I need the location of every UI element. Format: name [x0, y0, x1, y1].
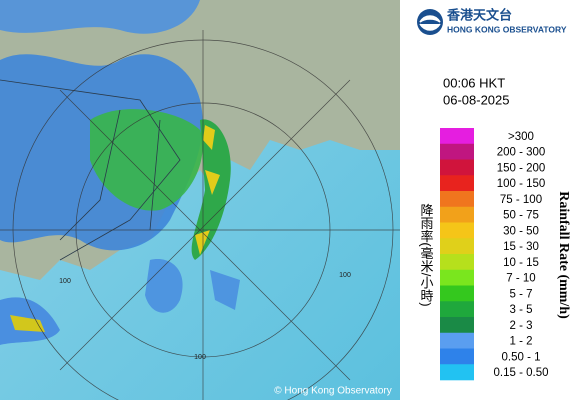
time: 00:06 HKT [443, 75, 505, 90]
rain-area [145, 259, 240, 313]
ring-label: 100 [59, 278, 71, 285]
legend-swatch [440, 206, 474, 223]
legend-swatch [440, 269, 474, 286]
legend-label: 5 - 7 [509, 288, 532, 300]
legend-label: 7 - 10 [506, 273, 535, 285]
map: 100 100 100 © Hong Kong Observatory [0, 0, 400, 400]
legend-swatch [440, 222, 474, 239]
legend-swatch [440, 348, 474, 365]
logo-chinese: 香港天文台 [446, 7, 512, 22]
radial-line [59, 79, 351, 371]
rain-area [0, 0, 200, 34]
rain-area [90, 109, 203, 211]
legend-label: >300 [508, 131, 534, 143]
legend-swatch [440, 191, 474, 208]
axis-title-chinese: 降雨率(毫米/小時) [419, 203, 434, 306]
legend-swatch [440, 159, 474, 176]
rain-area [195, 125, 220, 255]
rain-area [10, 315, 45, 332]
logo-swirl [419, 15, 441, 31]
legend-label: 15 - 30 [503, 241, 539, 253]
legend-label: 0.15 - 0.50 [494, 367, 549, 379]
copyright: © Hong Kong Observatory [274, 386, 391, 397]
ring-label: 100 [339, 272, 351, 279]
logo-english: HONG KONG OBSERVATORY [447, 24, 567, 34]
legend-swatch [440, 285, 474, 302]
legend-swatch [440, 254, 474, 271]
legend-label: 3 - 5 [509, 304, 532, 316]
legend-swatch [440, 317, 474, 334]
legend-swatch [440, 332, 474, 349]
range-rings [0, 30, 400, 400]
legend-swatch [440, 143, 474, 160]
ring-label: 100 [194, 354, 206, 361]
legend-label: 10 - 15 [503, 257, 539, 269]
logo: 香港天文台 HONG KONG OBSERVATORY [417, 7, 567, 35]
legend-label: 30 - 50 [503, 225, 539, 237]
legend-label: 50 - 75 [503, 210, 539, 222]
legend-swatch [440, 175, 474, 192]
legend-swatch [440, 128, 474, 145]
legend-swatch [440, 364, 474, 381]
legend-label: 150 - 200 [497, 162, 546, 174]
legend-swatch [440, 301, 474, 318]
legend-label: 200 - 300 [497, 147, 546, 159]
axis-title-english: Rainfall Rate (mm/h) [556, 191, 571, 319]
legend-label: 75 - 100 [500, 194, 542, 206]
legend-label: 0.50 - 1 [502, 351, 541, 363]
legend-label: 1 - 2 [509, 336, 532, 348]
radial-line [59, 89, 351, 381]
legend-swatch [440, 238, 474, 255]
date: 06-08-2025 [443, 92, 510, 107]
legend: >300 200 - 300 150 - 200 100 - 150 75 - 100 5… [440, 128, 549, 381]
legend-label: 2 - 3 [509, 320, 532, 332]
legend-label: 100 - 150 [497, 178, 546, 190]
